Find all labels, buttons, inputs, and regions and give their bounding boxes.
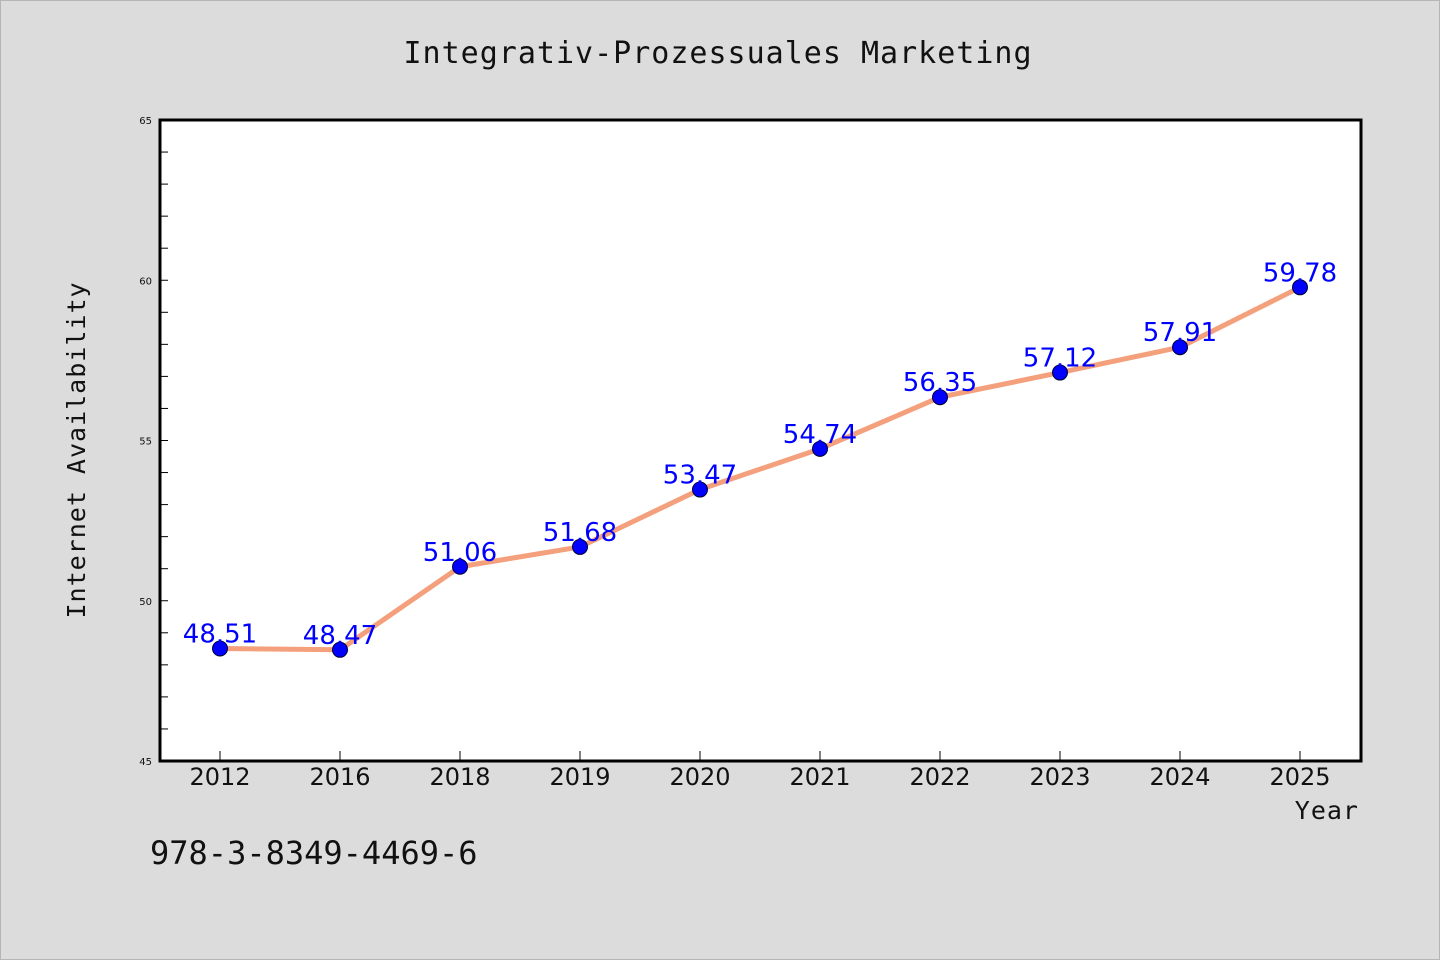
x-axis-label: Year: [1295, 796, 1359, 825]
data-labels: 48.51 48.47 51.06 51.68 53.47 54.74 56.35 57.12…: [183, 258, 1337, 650]
plot-area: [158, 118, 1363, 763]
y-tick-label: 50: [139, 597, 152, 608]
x-tick-label: 2020: [669, 763, 730, 791]
data-label: 51.06: [423, 538, 497, 568]
x-tick-label: 2018: [429, 763, 490, 791]
x-tick-label: 2021: [789, 763, 850, 791]
x-tick-label: 2022: [909, 763, 970, 791]
data-point: [452, 558, 468, 575]
data-label: 59.78: [1263, 258, 1337, 288]
y-axis-label: Internet Availability: [62, 281, 91, 618]
data-point: [212, 640, 228, 657]
data-label: 51.68: [543, 518, 617, 548]
x-tick-label: 2024: [1149, 763, 1210, 791]
data-point: [812, 440, 828, 457]
y-tick-label: 55: [139, 437, 152, 448]
data-label: 53.47: [663, 461, 737, 491]
data-point: [932, 389, 948, 406]
chart-title: Integrativ-Prozessuales Marketing: [403, 36, 1032, 71]
data-label: 57.91: [1143, 318, 1217, 348]
x-tick-label: 2023: [1029, 763, 1090, 791]
data-point: [1052, 364, 1068, 381]
data-point: [572, 538, 588, 555]
data-point: [1172, 339, 1188, 356]
y-tick-label: 60: [139, 276, 152, 287]
x-tick-label: 2019: [549, 763, 610, 791]
y-axis: 45 50 55 60 65: [139, 116, 168, 768]
x-axis: 2012 2016 2018 2019 2020 2021 2022 2023 2024 2025: [189, 751, 1331, 791]
data-label: 54.74: [783, 420, 857, 450]
series-markers: [212, 279, 1308, 658]
isbn-text: 978-3-8349-4469-6: [150, 834, 478, 872]
y-tick-label: 45: [139, 757, 152, 768]
data-label: 56.35: [903, 368, 977, 398]
x-tick-label: 2016: [309, 763, 370, 791]
data-label: 57.12: [1023, 344, 1097, 374]
data-label: 48.47: [303, 621, 377, 651]
series-line: [217, 284, 1303, 653]
x-tick-label: 2025: [1269, 763, 1330, 791]
data-point: [692, 481, 708, 498]
data-label: 48.51: [183, 620, 257, 650]
x-tick-label: 2012: [189, 763, 250, 791]
data-point: [1292, 279, 1308, 296]
data-point: [332, 641, 348, 658]
y-tick-label: 65: [139, 116, 152, 127]
